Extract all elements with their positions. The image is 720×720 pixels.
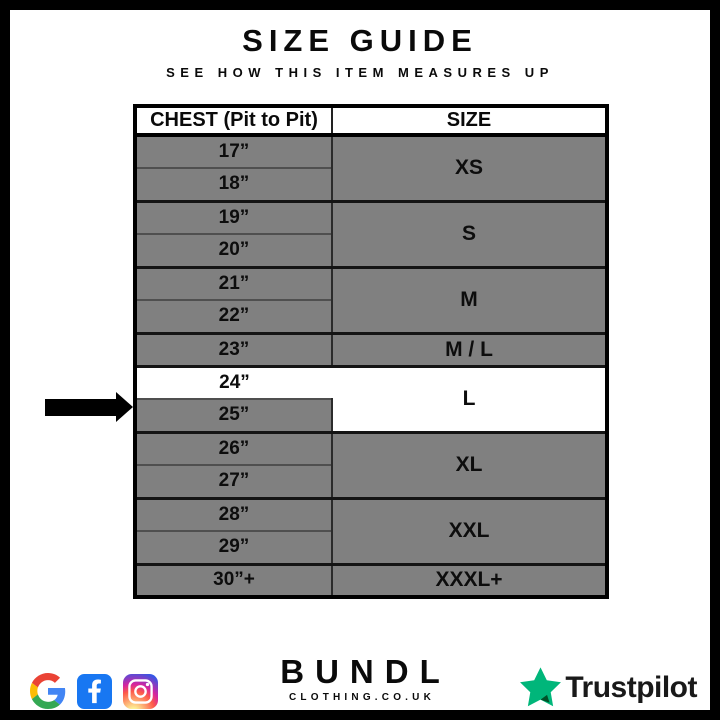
chest-value-cell: 19”: [135, 199, 332, 234]
table-row: 24” L: [135, 364, 607, 432]
size-label-cell: XS: [331, 133, 607, 201]
chest-column-header: CHEST (Pit to Pit): [135, 106, 332, 137]
table-row: 22”: [135, 299, 607, 333]
size-column-header: SIZE: [331, 106, 607, 137]
chest-value-cell: 21”: [135, 265, 332, 300]
arrow-shaft: [45, 399, 117, 416]
table-row: 27”: [135, 464, 607, 498]
facebook-icon[interactable]: [77, 673, 112, 709]
instagram-icon[interactable]: [123, 673, 158, 709]
google-icon[interactable]: [30, 673, 66, 709]
chest-value-cell: 26”: [135, 430, 332, 465]
table-row: 19” S: [135, 199, 607, 267]
table-row: 18”: [135, 167, 607, 201]
chest-value-cell: 25”: [135, 398, 333, 432]
chest-value-cell: 20”: [135, 233, 332, 267]
arrow-head: [116, 392, 133, 422]
table-row: 20”: [135, 233, 607, 267]
table-row: 21” M: [135, 265, 607, 333]
size-label-cell: XXXL+: [331, 562, 607, 597]
trustpilot-label: Trustpilot: [565, 671, 697, 704]
brand-logo: BUNDL CLOTHING.CO.UK: [10, 655, 710, 703]
chest-value-cell: 23”: [135, 331, 332, 366]
size-label-cell: S: [331, 199, 607, 267]
size-table: CHEST (Pit to Pit) SIZE 17” XS 18” 19” S 20” 2…: [133, 104, 609, 599]
chest-value-cell: 28”: [135, 496, 332, 531]
social-icons: [30, 673, 158, 709]
table-row: 30”+ XXXL+: [135, 562, 607, 597]
size-label-cell: XXL: [331, 496, 607, 564]
chest-value-cell: 30”+: [135, 562, 332, 597]
table-row: 23” M / L: [135, 331, 607, 366]
page-title: SIZE GUIDE: [242, 23, 478, 58]
chest-value-cell: 22”: [135, 299, 332, 333]
table-header-row: CHEST (Pit to Pit) SIZE: [135, 106, 607, 137]
brand-domain: CLOTHING.CO.UK: [288, 692, 436, 703]
size-label-cell: M: [331, 265, 607, 333]
chest-value-cell: 29”: [135, 530, 332, 564]
size-label-cell: M / L: [331, 331, 607, 366]
brand-name: BUNDL: [280, 653, 451, 690]
selected-row-arrow-icon: [45, 392, 133, 423]
chest-value-cell: 24”: [135, 364, 332, 399]
table-row: 26” XL: [135, 430, 607, 498]
size-label-cell: L: [332, 364, 607, 432]
trustpilot-logo[interactable]: Trustpilot: [519, 667, 697, 709]
page-subtitle: SEE HOW THIS ITEM MEASURES UP: [166, 65, 554, 80]
size-label-cell: XL: [331, 430, 607, 498]
table-row: 17” XS: [135, 133, 607, 201]
trustpilot-star-icon: [520, 667, 562, 707]
chest-value-cell: 18”: [135, 167, 332, 201]
table-row: 28” XXL: [135, 496, 607, 564]
table-row: 25”: [135, 398, 607, 432]
chest-value-cell: 27”: [135, 464, 332, 498]
table-row: 29”: [135, 530, 607, 564]
chest-value-cell: 17”: [135, 133, 332, 168]
size-table-body: 17” XS 18” 19” S 20” 21” M 22” 23” M / L 24” L 25” 26”…: [135, 133, 607, 597]
